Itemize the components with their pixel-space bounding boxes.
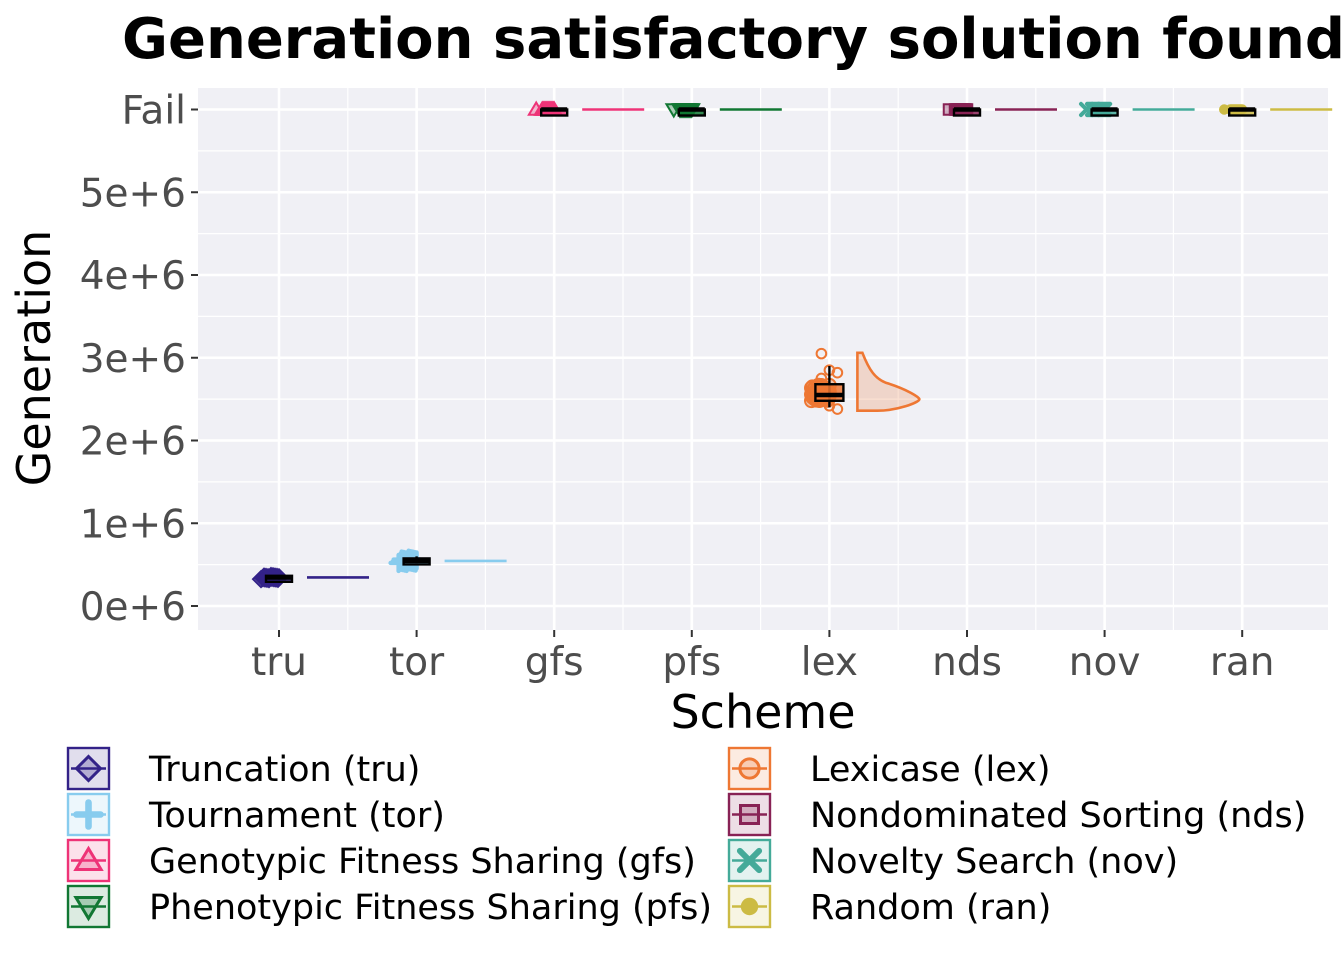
legend-label: Phenotypic Fitness Sharing (pfs): [149, 888, 712, 928]
legend-label: Truncation (tru): [148, 750, 420, 790]
legend-label: Nondominated Sorting (nds): [810, 796, 1306, 836]
y-tick-label: 5e+6: [80, 171, 186, 216]
legend-label: Novelty Search (nov): [810, 842, 1178, 882]
x-tick-label: lex: [801, 640, 858, 685]
y-tick-label: 1e+6: [80, 502, 186, 547]
legend-item-tor: Tournament (tor): [66, 792, 445, 837]
series-nov: [1079, 101, 1195, 118]
x-tick-label: gfs: [525, 640, 584, 685]
legend-marker: [74, 754, 103, 783]
x-axis: tru tor gfs pfs lex nds nov ran: [251, 630, 1275, 685]
x-tick-label: ran: [1210, 640, 1275, 685]
legend: Truncation (tru) Tournament (tor) Genotypi…: [66, 746, 1306, 929]
series-lex: [804, 347, 921, 415]
x-tick-label: nov: [1069, 640, 1141, 685]
series-nds: [942, 103, 1057, 117]
legend-marker: [740, 897, 759, 916]
violin: [856, 351, 921, 413]
legend-marker: [73, 799, 104, 830]
series-tor: [388, 548, 507, 574]
outlier-point: [831, 366, 844, 379]
legend-item-lex: Lexicase (lex): [727, 746, 1051, 791]
legend-marker: [738, 757, 761, 780]
y-axis-title: Generation: [7, 230, 61, 487]
legend-item-gfs: Genotypic Fitness Sharing (gfs): [66, 838, 696, 883]
legend-marker: [736, 847, 763, 874]
box: [814, 383, 845, 402]
data-marks: [251, 100, 1333, 589]
legend-label: Lexicase (lex): [810, 750, 1051, 790]
plot-panel: [198, 88, 1328, 630]
y-tick-label: 2e+6: [80, 420, 186, 465]
series-pfs: [664, 103, 782, 119]
legend-label: Random (ran): [810, 888, 1051, 928]
y-axis: 0e+6 1e+6 2e+6 3e+6 4e+6 5e+6 Fail: [80, 89, 198, 630]
x-tick-label: pfs: [662, 640, 721, 685]
outlier-point: [815, 347, 828, 360]
x-axis-title: Scheme: [670, 685, 855, 739]
legend-item-nds: Nondominated Sorting (nds): [727, 792, 1306, 837]
y-tick-label: 3e+6: [80, 337, 186, 382]
x-tick-label: tru: [251, 640, 307, 685]
legend-item-tru: Truncation (tru): [66, 746, 420, 791]
series-tru: [251, 566, 369, 589]
x-tick-label: nds: [932, 640, 1002, 685]
legend-marker: [73, 896, 104, 922]
series-ran: [1219, 104, 1333, 117]
legend-item-ran: Random (ran): [727, 884, 1051, 929]
outlier-point: [831, 403, 844, 415]
y-tick-label: Fail: [122, 89, 186, 134]
legend-marker: [739, 804, 760, 825]
legend-item-nov: Novelty Search (nov): [727, 838, 1178, 883]
y-tick-label: 0e+6: [80, 585, 186, 630]
legend-label: Tournament (tor): [148, 796, 445, 836]
x-tick-label: tor: [389, 640, 445, 685]
legend-label: Genotypic Fitness Sharing (gfs): [149, 842, 696, 882]
chart-title: Generation satisfactory solution found: [122, 7, 1344, 72]
legend-item-pfs: Phenotypic Fitness Sharing (pfs): [66, 884, 712, 929]
legend-marker: [73, 845, 104, 871]
y-tick-label: 4e+6: [80, 254, 186, 299]
series-gfs: [527, 100, 645, 117]
